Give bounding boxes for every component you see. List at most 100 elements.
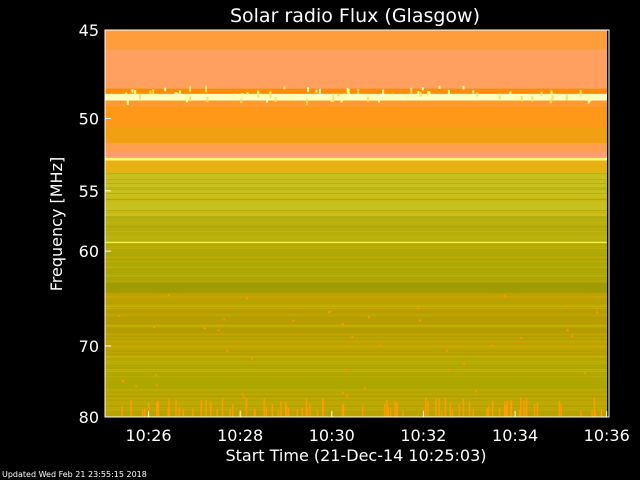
texture-streak bbox=[105, 362, 609, 364]
speckle bbox=[164, 87, 167, 92]
texture-streak bbox=[105, 173, 609, 175]
speckle bbox=[475, 92, 478, 97]
speckle bbox=[307, 86, 310, 93]
plot-frame bbox=[104, 29, 610, 418]
interference-spike bbox=[438, 398, 440, 417]
interference-spike bbox=[506, 400, 509, 417]
speckle bbox=[131, 89, 134, 93]
speckle bbox=[203, 327, 206, 330]
interference-spike bbox=[518, 410, 521, 417]
speckle bbox=[520, 96, 523, 102]
texture-streak bbox=[105, 222, 609, 224]
interference-spike bbox=[383, 403, 386, 417]
texture-streak bbox=[105, 247, 609, 249]
interference-spike bbox=[168, 406, 170, 417]
speckle bbox=[391, 93, 394, 98]
speckle bbox=[223, 318, 226, 321]
interference-spike bbox=[558, 400, 561, 417]
speckle bbox=[553, 93, 556, 98]
speckle bbox=[327, 311, 330, 314]
texture-streak bbox=[105, 199, 609, 201]
speckle bbox=[154, 374, 157, 377]
interference-spike bbox=[287, 407, 290, 417]
texture-streak bbox=[105, 343, 609, 345]
speckle bbox=[367, 316, 370, 319]
speckle bbox=[241, 93, 244, 99]
y-tick-label: 80 bbox=[79, 408, 99, 427]
frequency-band bbox=[105, 241, 609, 244]
speckle bbox=[176, 92, 179, 98]
texture-streak bbox=[105, 339, 609, 341]
speckle bbox=[579, 89, 582, 97]
speckle bbox=[315, 89, 318, 93]
texture-streak bbox=[105, 308, 609, 310]
speckle bbox=[566, 304, 569, 307]
interference-spike bbox=[210, 402, 212, 417]
speckle bbox=[550, 90, 553, 95]
texture-streak bbox=[105, 316, 609, 318]
interference-spike bbox=[591, 409, 593, 417]
texture-streak bbox=[105, 271, 609, 273]
texture-streak bbox=[105, 188, 609, 190]
texture-streak bbox=[105, 275, 609, 277]
texture-streak bbox=[105, 407, 609, 409]
speckle bbox=[206, 96, 209, 103]
interference-spike bbox=[361, 405, 364, 417]
interference-spike bbox=[285, 405, 288, 417]
interference-spike bbox=[192, 408, 194, 417]
speckle bbox=[583, 372, 586, 375]
texture-streak bbox=[105, 355, 609, 357]
texture-streak bbox=[105, 305, 609, 307]
texture-streak bbox=[105, 314, 609, 316]
interference-spike bbox=[301, 407, 304, 417]
speckle bbox=[246, 92, 249, 96]
interference-spike bbox=[449, 408, 452, 417]
texture-streak bbox=[105, 255, 609, 257]
interference-spike bbox=[205, 399, 207, 417]
speckle bbox=[540, 91, 543, 97]
speckle bbox=[343, 93, 346, 101]
interference-spike bbox=[444, 397, 447, 417]
speckle bbox=[290, 94, 293, 98]
interference-spike bbox=[427, 401, 429, 417]
speckle bbox=[251, 357, 254, 360]
speckle bbox=[329, 310, 332, 313]
speckle bbox=[139, 93, 142, 100]
interference-spike bbox=[425, 397, 427, 417]
x-tick-label: 10:28 bbox=[217, 426, 263, 445]
speckle bbox=[135, 385, 138, 388]
texture-streak bbox=[105, 384, 609, 386]
speckle bbox=[438, 85, 441, 89]
texture-streak bbox=[105, 356, 609, 358]
interference-spike bbox=[229, 408, 231, 417]
interference-spike bbox=[560, 403, 562, 417]
frequency-band bbox=[105, 49, 609, 89]
interference-spike bbox=[231, 404, 234, 417]
interference-spike bbox=[520, 397, 522, 417]
texture-streak bbox=[105, 360, 609, 362]
speckle bbox=[417, 91, 420, 95]
x-tick-label: 10:34 bbox=[492, 426, 538, 445]
texture-streak bbox=[105, 324, 609, 326]
speckle bbox=[571, 334, 574, 337]
speckle bbox=[274, 97, 277, 103]
texture-streak bbox=[105, 240, 609, 242]
interference-spike bbox=[505, 405, 507, 417]
texture-streak bbox=[105, 335, 609, 337]
speckle bbox=[410, 87, 413, 94]
frequency-band bbox=[105, 93, 609, 101]
speckle bbox=[503, 295, 506, 298]
speckle bbox=[588, 98, 591, 103]
speckle bbox=[330, 95, 333, 102]
texture-streak bbox=[105, 210, 609, 212]
speckle bbox=[149, 90, 152, 96]
interference-spike bbox=[265, 406, 268, 417]
texture-streak bbox=[105, 173, 609, 175]
speckle bbox=[240, 99, 243, 103]
interference-spike bbox=[389, 408, 392, 417]
texture-streak bbox=[105, 211, 609, 213]
speckle bbox=[346, 87, 349, 93]
speckle bbox=[347, 89, 350, 96]
texture-streak bbox=[105, 236, 609, 238]
interference-spike bbox=[296, 408, 299, 417]
